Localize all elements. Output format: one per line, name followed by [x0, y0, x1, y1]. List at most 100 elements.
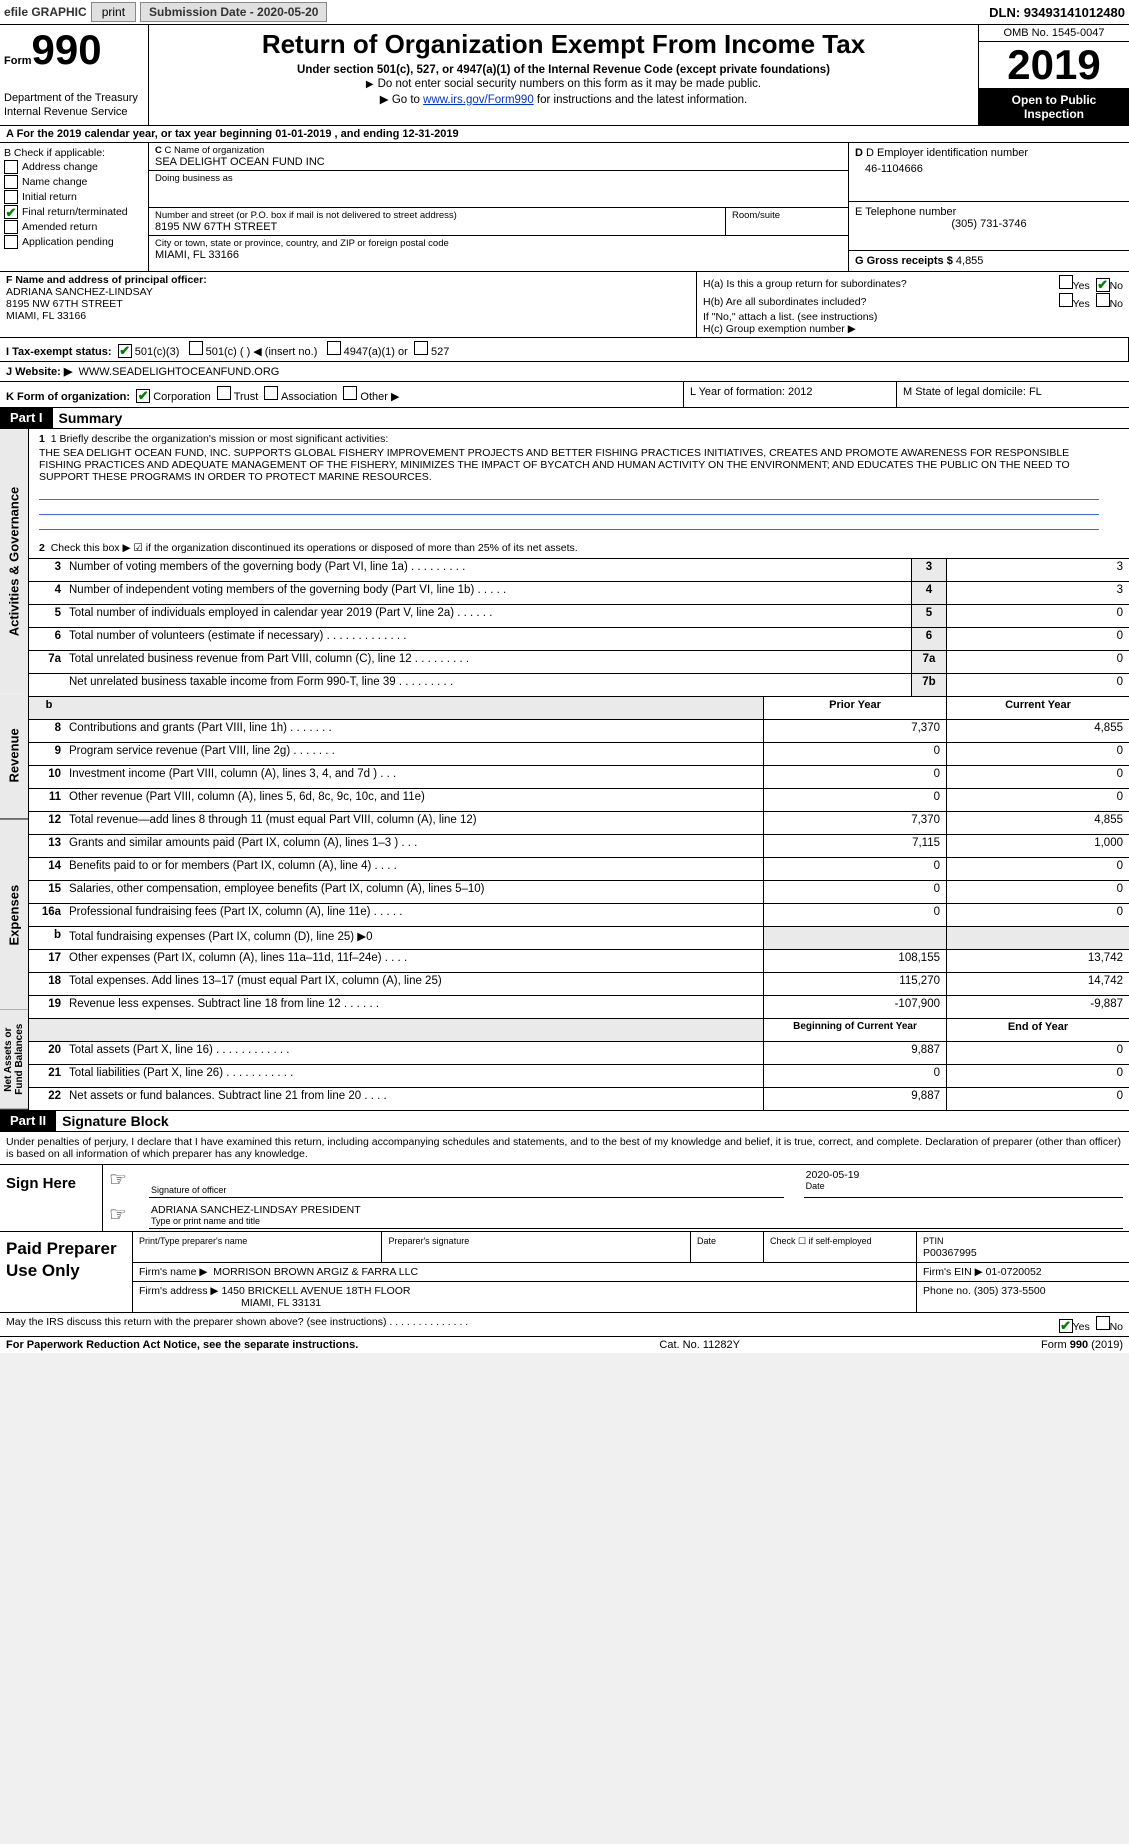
org-name: SEA DELIGHT OCEAN FUND INC	[155, 156, 325, 168]
gov-row: 4Number of independent voting members of…	[29, 581, 1129, 604]
gross-receipts: 4,855	[956, 255, 984, 267]
part2-header: Part II Signature Block	[0, 1111, 1129, 1132]
cb-other[interactable]	[343, 386, 357, 400]
hb-no[interactable]	[1096, 293, 1110, 307]
cb-initial[interactable]: Initial return	[4, 190, 144, 204]
netasset-row: 20Total assets (Part X, line 16) . . . .…	[29, 1041, 1129, 1064]
cb-corp[interactable]: ✔	[136, 389, 150, 403]
firm-address: 1450 BRICKELL AVENUE 18TH FLOOR	[221, 1285, 410, 1297]
revenue-row: 10Investment income (Part VIII, column (…	[29, 765, 1129, 788]
cb-527[interactable]	[414, 341, 428, 355]
row-a: A For the 2019 calendar year, or tax yea…	[0, 126, 1129, 143]
cb-trust[interactable]	[217, 386, 231, 400]
row-klm: K Form of organization: ✔ Corporation Tr…	[0, 382, 1129, 408]
row-j: J Website: ▶ WWW.SEADELIGHTOCEANFUND.ORG	[0, 362, 1129, 381]
dept: Department of the Treasury Internal Reve…	[4, 91, 144, 120]
phone: (305) 731-3746	[855, 218, 1123, 230]
section-h: H(a) Is this a group return for subordin…	[697, 272, 1129, 337]
row-i: I Tax-exempt status: ✔ 501(c)(3) 501(c) …	[0, 338, 1129, 361]
cb-assoc[interactable]	[264, 386, 278, 400]
expense-row: 13Grants and similar amounts paid (Part …	[29, 834, 1129, 857]
summary-table: Activities & Governance Revenue Expenses…	[0, 429, 1129, 1111]
ein: 46-1104666	[855, 159, 1123, 179]
label-netassets: Net Assets or Fund Balances	[0, 1010, 28, 1110]
hb-yes[interactable]	[1059, 293, 1073, 307]
expense-row: 16aProfessional fundraising fees (Part I…	[29, 903, 1129, 926]
expense-row: 15Salaries, other compensation, employee…	[29, 880, 1129, 903]
label-revenue: Revenue	[0, 693, 28, 819]
instr-2: ▶ Go to www.irs.gov/Form990 for instruct…	[157, 92, 970, 106]
section-c: C C Name of organization SEA DELIGHT OCE…	[149, 143, 848, 271]
top-bar: efile GRAPHIC print Submission Date - 20…	[0, 0, 1129, 25]
section-bcd: B Check if applicable: Address change Na…	[0, 143, 1129, 272]
netasset-row: 21Total liabilities (Part X, line 26) . …	[29, 1064, 1129, 1087]
gov-row: 6Total number of volunteers (estimate if…	[29, 627, 1129, 650]
page-title: Return of Organization Exempt From Incom…	[157, 29, 970, 60]
mission-block: 1 1 Briefly describe the organization's …	[29, 429, 1129, 558]
revenue-row: 8Contributions and grants (Part VIII, li…	[29, 719, 1129, 742]
gov-row: Net unrelated business taxable income fr…	[29, 673, 1129, 696]
firm-phone: (305) 373-5500	[974, 1285, 1046, 1297]
page-footer: For Paperwork Reduction Act Notice, see …	[0, 1336, 1129, 1353]
gov-row: 5Total number of individuals employed in…	[29, 604, 1129, 627]
part1-header: Part I Summary	[0, 408, 1129, 429]
netassets-header: Beginning of Current Year End of Year	[29, 1018, 1129, 1041]
expense-row: 19Revenue less expenses. Subtract line 1…	[29, 995, 1129, 1018]
ptin: P00367995	[923, 1247, 977, 1259]
firm-name: MORRISON BROWN ARGIZ & FARRA LLC	[213, 1266, 418, 1278]
gov-row: 3Number of voting members of the governi…	[29, 558, 1129, 581]
gov-row: 7aTotal unrelated business revenue from …	[29, 650, 1129, 673]
revenue-header: b Prior Year Current Year	[29, 696, 1129, 719]
label-expenses: Expenses	[0, 820, 28, 1011]
expense-row: 14Benefits paid to or for members (Part …	[29, 857, 1129, 880]
form-990-page: efile GRAPHIC print Submission Date - 20…	[0, 0, 1129, 1353]
form990-link[interactable]: www.irs.gov/Form990	[423, 94, 534, 106]
cb-name[interactable]: Name change	[4, 175, 144, 189]
signature-block: Under penalties of perjury, I declare th…	[0, 1132, 1129, 1336]
discuss-row: May the IRS discuss this return with the…	[0, 1312, 1129, 1336]
cb-amended[interactable]: Amended return	[4, 220, 144, 234]
expense-row: 18Total expenses. Add lines 13–17 (must …	[29, 972, 1129, 995]
revenue-row: 11Other revenue (Part VIII, column (A), …	[29, 788, 1129, 811]
year-formation: L Year of formation: 2012	[684, 382, 897, 407]
expense-row: 17Other expenses (Part IX, column (A), l…	[29, 949, 1129, 972]
form-prefix: Form	[4, 55, 32, 67]
label-governance: Activities & Governance	[0, 429, 28, 693]
cb-501c[interactable]	[189, 341, 203, 355]
discuss-yes[interactable]: ✔	[1059, 1319, 1073, 1333]
cb-pending[interactable]: Application pending	[4, 235, 144, 249]
omb: OMB No. 1545-0047	[979, 25, 1129, 42]
header: Form990 Department of the Treasury Inter…	[0, 25, 1129, 126]
open-public: Open to Public Inspection	[979, 89, 1129, 125]
preparer-block: Paid Preparer Use Only Print/Type prepar…	[0, 1231, 1129, 1312]
ha-yes[interactable]	[1059, 275, 1073, 289]
discuss-no[interactable]	[1096, 1316, 1110, 1330]
submission-date: Submission Date - 2020-05-20	[140, 2, 327, 22]
section-f: F Name and address of principal officer:…	[0, 272, 697, 337]
section-d: D D Employer identification number 46-11…	[848, 143, 1129, 271]
cb-address[interactable]: Address change	[4, 160, 144, 174]
revenue-row: 12Total revenue—add lines 8 through 11 (…	[29, 811, 1129, 834]
tax-year: 2019	[979, 42, 1129, 89]
revenue-row: 9Program service revenue (Part VIII, lin…	[29, 742, 1129, 765]
firm-ein: 01-0720052	[986, 1266, 1042, 1278]
subtitle: Under section 501(c), 527, or 4947(a)(1)…	[157, 64, 970, 76]
street-address: 8195 NW 67TH STREET	[155, 221, 277, 233]
website: WWW.SEADELIGHTOCEANFUND.ORG	[78, 366, 279, 378]
mission-text: THE SEA DELIGHT OCEAN FUND, INC. SUPPORT…	[39, 445, 1099, 485]
print-button[interactable]: print	[91, 2, 136, 22]
form-number: 990	[32, 26, 102, 73]
netasset-row: 22Net assets or fund balances. Subtract …	[29, 1087, 1129, 1110]
cb-501c3[interactable]: ✔	[118, 344, 132, 358]
dln: DLN: 93493141012480	[989, 5, 1125, 20]
cb-4947[interactable]	[327, 341, 341, 355]
city-state-zip: MIAMI, FL 33166	[155, 249, 239, 261]
officer-name: ADRIANA SANCHEZ-LINDSAY PRESIDENT	[151, 1204, 1121, 1216]
efile-label: efile GRAPHIC	[4, 5, 87, 19]
section-b: B Check if applicable: Address change Na…	[0, 143, 149, 271]
ha-no[interactable]: ✔	[1096, 278, 1110, 292]
instr-1: Do not enter social security numbers on …	[157, 78, 970, 90]
cb-final[interactable]: ✔Final return/terminated	[4, 205, 144, 219]
state-domicile: M State of legal domicile: FL	[897, 382, 1129, 407]
row-fgh: F Name and address of principal officer:…	[0, 272, 1129, 338]
